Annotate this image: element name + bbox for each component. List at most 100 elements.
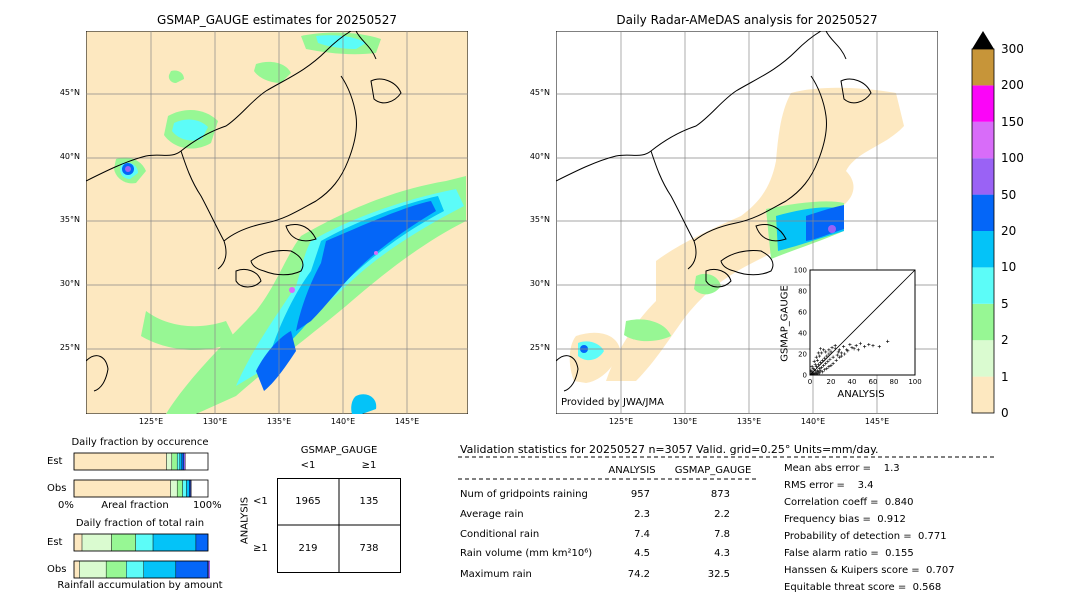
- fraction-segment: [111, 533, 136, 552]
- scatter-point: [824, 361, 828, 366]
- validation-col-gsmap: GSMAP_GAUGE: [674, 465, 752, 476]
- right-map-title: Daily Radar-AMeDAS analysis for 20250527: [616, 13, 878, 27]
- validation-row-gsmap: 873: [710, 489, 730, 500]
- fraction-segment: [152, 533, 197, 552]
- scatter-point: [813, 362, 817, 367]
- validation-header: Validation statistics for 20250527 n=305…: [460, 443, 879, 456]
- occurrence-est-label: Est: [47, 456, 63, 467]
- right-map-coastline: [556, 31, 872, 392]
- validation-row-analysis: 957: [630, 489, 650, 500]
- scatter-point: [815, 358, 819, 362]
- left-lat-25: 25°N: [59, 343, 80, 352]
- colorbar-tick-label: 20: [1001, 224, 1017, 238]
- colorbar: [971, 31, 995, 414]
- scatter-point: [811, 367, 815, 371]
- right-lat-40: 40°N: [529, 152, 550, 161]
- scatter-point: [818, 360, 823, 364]
- scatter-point: [823, 368, 827, 372]
- left-map-title: GSMAP_GAUGE estimates for 20250527: [157, 13, 397, 27]
- scatter-point: [842, 345, 846, 349]
- colorbar-swatch: [972, 303, 994, 341]
- scatter-point: [834, 358, 838, 362]
- fraction-segment: [176, 479, 183, 498]
- scatter-point: [837, 348, 841, 352]
- fraction-segment: [105, 560, 127, 579]
- left-lon-140: 140°E: [330, 417, 356, 426]
- scatter-point: [886, 339, 890, 343]
- occurrence-bars: [73, 452, 209, 498]
- scatter-point: [817, 354, 822, 358]
- right-lon-125: 125°E: [608, 417, 634, 426]
- occurrence-obs-label: Obs: [47, 483, 67, 494]
- scatter-point: [824, 350, 828, 354]
- colorbar-swatch: [972, 158, 994, 195]
- right-lon-145: 145°E: [864, 417, 890, 426]
- score-far: False alarm ratio = 0.155: [784, 548, 914, 559]
- fraction-segment: [79, 560, 107, 579]
- fraction-segment: [143, 560, 177, 579]
- fraction-segment: [176, 452, 181, 471]
- colorbar-tick-label: 100: [1001, 151, 1024, 166]
- score-frequency-bias: Frequency bias = 0.912: [784, 514, 906, 525]
- colorbar-tick-label: 10: [1001, 260, 1017, 275]
- validation-row-label: Rain volume (mm km²10⁶): [460, 548, 593, 559]
- scatter-ytick: 60: [798, 309, 807, 317]
- scatter-point: [812, 372, 816, 376]
- scatter-point: [846, 349, 850, 353]
- scatter-point: [822, 363, 826, 368]
- fraction-segment: [126, 560, 144, 579]
- fraction-segment: [183, 452, 186, 471]
- contingency-col-ge: ≥1: [361, 460, 377, 471]
- scatter-point: [843, 352, 847, 356]
- contingency-grid: [277, 478, 401, 573]
- validation-row-label: Average rain: [460, 509, 524, 520]
- scatter-point: [821, 370, 825, 374]
- fraction-segment: [73, 533, 83, 552]
- scatter-point: [825, 354, 829, 358]
- fraction-segment: [179, 452, 183, 471]
- scatter-point: [839, 351, 844, 355]
- colorbar-swatch: [972, 231, 994, 268]
- score-ets: Equitable threat score = 0.568: [784, 582, 942, 593]
- scatter-ticks: 00 20 20 40 40 60 60 80 80 100 100: [794, 267, 922, 387]
- scatter-point: [823, 356, 827, 360]
- scatter-ytick: 80: [798, 288, 807, 296]
- score-pod: Probability of detection = 0.771: [784, 531, 947, 542]
- validation-row-gsmap: 2.2: [714, 509, 730, 520]
- occurrence-title: Daily fraction by occurence: [71, 437, 209, 448]
- validation-row-label: Conditional rain: [460, 529, 540, 540]
- scatter-xlabel: ANALYSIS: [837, 389, 885, 400]
- colorbar-tick-label: 1: [1001, 369, 1009, 384]
- map-credit: Provided by JWA/JMA: [561, 397, 664, 408]
- fraction-bar-frame: [73, 533, 209, 552]
- validation-row-analysis: 7.4: [634, 529, 650, 540]
- contingency-a: 1965: [295, 496, 321, 507]
- occurrence-axis-right: 100%: [193, 500, 222, 511]
- fraction-segment: [171, 452, 178, 471]
- scatter-point: [833, 344, 837, 348]
- colorbar-tick-label: 50: [1001, 187, 1017, 202]
- contingency-c: 219: [298, 543, 318, 554]
- left-lon-135: 135°E: [266, 417, 292, 426]
- validation-row-analysis: 74.2: [627, 569, 650, 580]
- total-obs-bar: [73, 560, 210, 579]
- validation-row-label: Num of gridpoints raining: [460, 489, 588, 500]
- right-map-rain: [569, 87, 904, 383]
- scatter-point: [837, 355, 841, 359]
- score-correlation: Correlation coeff = 0.840: [784, 497, 914, 508]
- colorbar-frame: [971, 48, 995, 414]
- fraction-segment: [181, 452, 185, 471]
- left-lat-35: 35°N: [59, 215, 80, 224]
- occurrence-axis-left: 0%: [58, 500, 74, 511]
- scatter-point: [816, 362, 820, 367]
- colorbar-swatch: [972, 49, 994, 86]
- validation-row-gsmap: 7.8: [714, 529, 730, 540]
- validation-row-analysis: 4.5: [634, 548, 650, 559]
- scatter-point: [839, 354, 844, 358]
- left-map: [86, 31, 468, 414]
- scatter-point: [819, 366, 824, 370]
- scatter-point: [856, 348, 860, 352]
- scatter-point: [814, 365, 818, 369]
- scatter-point: [822, 348, 826, 352]
- scatter-inset: 00 20 20 40 40 60 60 80 80 100 100: [794, 267, 922, 387]
